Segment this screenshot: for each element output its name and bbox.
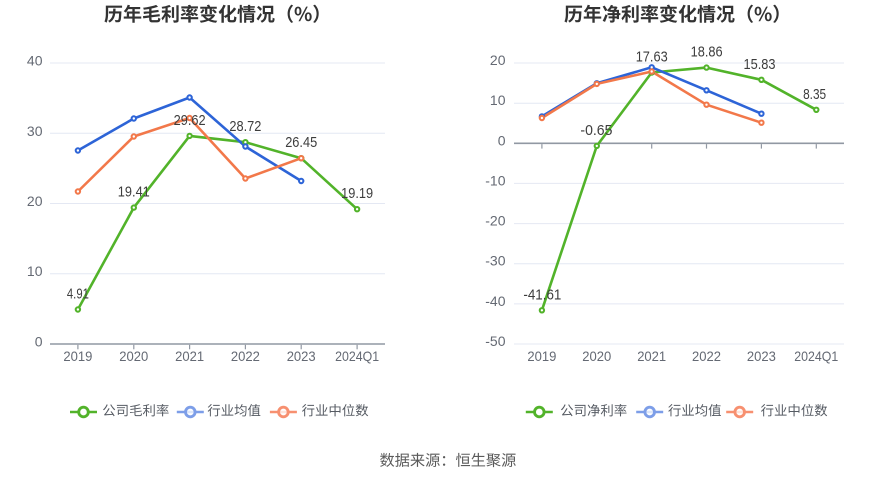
- svg-text:2023: 2023: [287, 348, 316, 364]
- svg-text:40: 40: [27, 53, 43, 69]
- svg-text:2021: 2021: [637, 348, 666, 364]
- svg-text:19.19: 19.19: [341, 185, 373, 202]
- svg-text:-0.65: -0.65: [580, 122, 612, 139]
- svg-text:0: 0: [35, 334, 43, 350]
- svg-text:26.45: 26.45: [285, 134, 317, 151]
- svg-text:28.72: 28.72: [229, 118, 261, 135]
- svg-text:10: 10: [27, 263, 43, 279]
- svg-text:0: 0: [498, 132, 506, 148]
- svg-text:-20: -20: [485, 213, 505, 229]
- svg-text:30: 30: [27, 123, 43, 139]
- svg-text:-10: -10: [485, 172, 505, 188]
- svg-text:29.62: 29.62: [174, 112, 206, 129]
- svg-text:-50: -50: [485, 333, 505, 349]
- svg-text:2019: 2019: [527, 348, 556, 364]
- svg-text:2024Q1: 2024Q1: [335, 348, 379, 364]
- svg-text:2022: 2022: [692, 348, 721, 364]
- svg-text:10: 10: [490, 92, 506, 108]
- svg-text:4.91: 4.91: [67, 286, 89, 303]
- svg-text:-40: -40: [485, 293, 505, 309]
- svg-text:20: 20: [490, 52, 506, 68]
- svg-text:2024Q1: 2024Q1: [794, 348, 838, 364]
- svg-text:17.63: 17.63: [636, 49, 668, 66]
- svg-text:2019: 2019: [63, 348, 92, 364]
- svg-text:2020: 2020: [582, 348, 611, 364]
- svg-text:8.35: 8.35: [803, 86, 826, 103]
- svg-text:20: 20: [27, 193, 43, 209]
- svg-text:2023: 2023: [747, 348, 776, 364]
- svg-text:2021: 2021: [175, 348, 204, 364]
- svg-text:2022: 2022: [231, 348, 260, 364]
- svg-text:19.41: 19.41: [118, 184, 150, 201]
- svg-text:-41.61: -41.61: [523, 286, 561, 303]
- svg-text:15.83: 15.83: [744, 56, 776, 73]
- svg-text:2020: 2020: [119, 348, 148, 364]
- svg-text:18.86: 18.86: [691, 44, 723, 61]
- svg-text:-30: -30: [485, 253, 505, 269]
